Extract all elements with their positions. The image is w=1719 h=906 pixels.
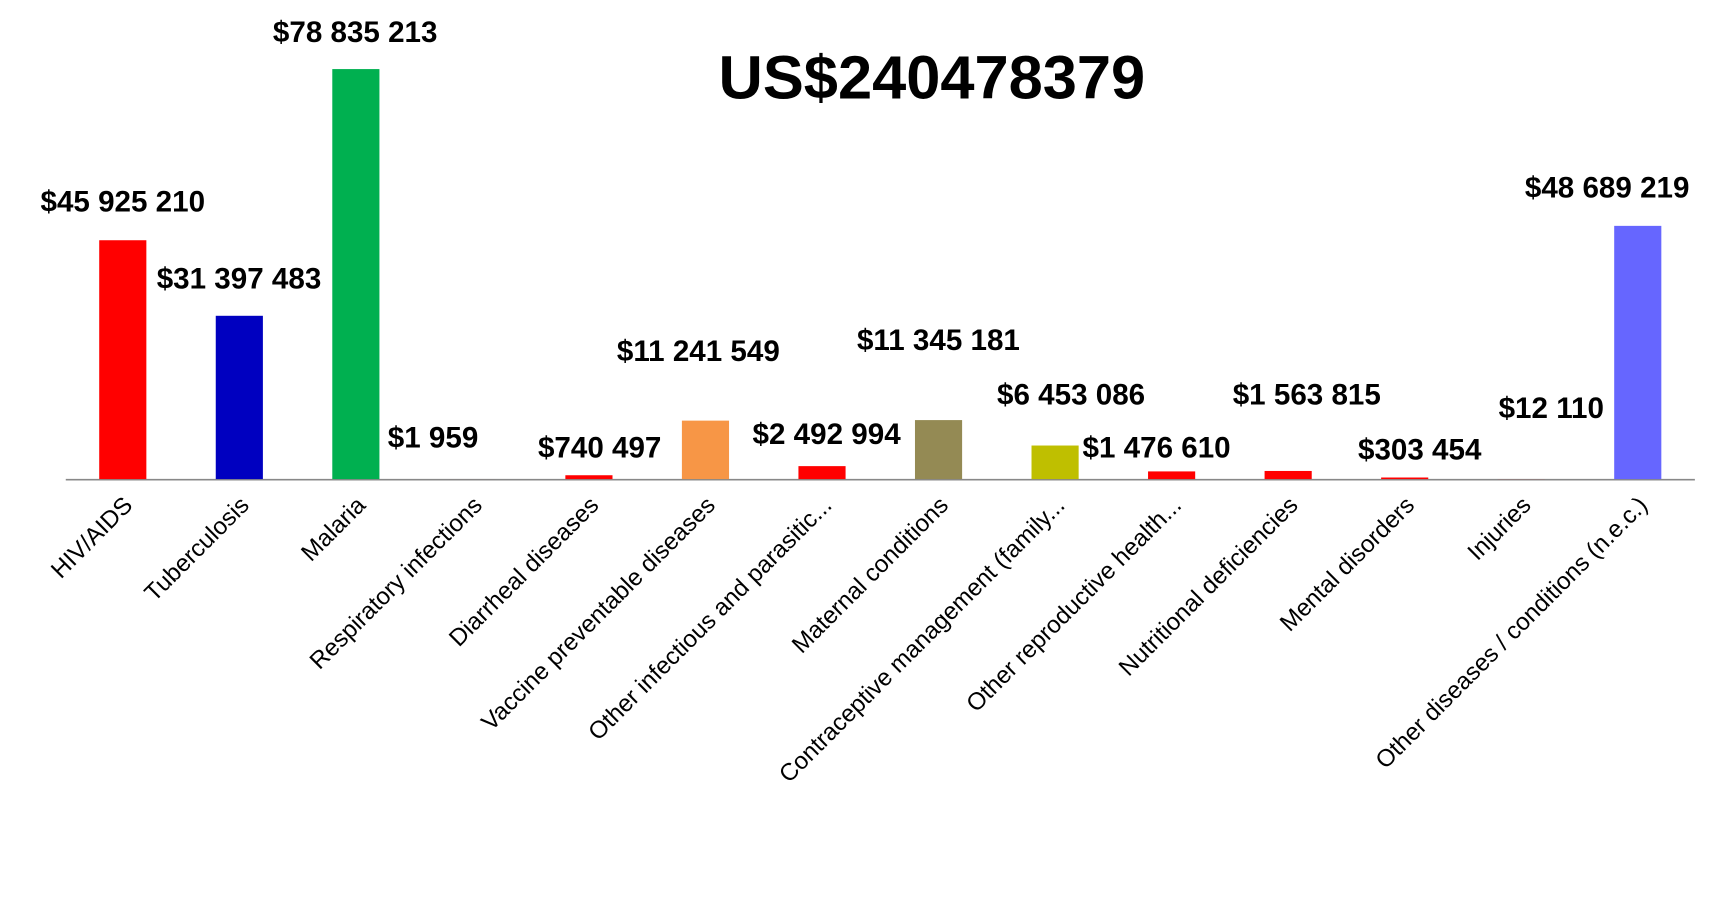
bar [1381, 477, 1429, 480]
bar [565, 475, 613, 480]
bar [332, 69, 380, 480]
value-label: $6 453 086 [997, 379, 1145, 412]
bar [99, 240, 147, 480]
value-label: $740 497 [538, 431, 661, 464]
x-tick-label: HIV/AIDS [46, 492, 138, 584]
bar [798, 466, 846, 480]
x-tick-label: Vaccine preventable diseases [476, 492, 720, 736]
value-label: $78 835 213 [273, 16, 438, 49]
value-label: $1 563 815 [1233, 379, 1381, 412]
bar [1031, 445, 1079, 480]
value-label: $303 454 [1358, 433, 1482, 466]
value-label: $2 492 994 [753, 418, 902, 451]
value-label: $45 925 210 [40, 186, 205, 219]
x-tick-label: Other infectious and parasitic... [583, 492, 837, 746]
value-label: $1 476 610 [1083, 431, 1231, 464]
x-tick-label: Tuberculosis [140, 492, 255, 607]
bar [215, 315, 263, 480]
bar [1614, 225, 1662, 480]
value-label: $1 959 [388, 421, 479, 454]
bar [1148, 471, 1196, 480]
bar [914, 420, 963, 480]
value-label: $11 345 181 [857, 324, 1020, 357]
bar [681, 420, 730, 480]
x-tick-label: Malaria [296, 491, 371, 566]
chart-title: US$240478379 [719, 43, 1146, 112]
x-tick-label: Injuries [1462, 492, 1536, 566]
x-tick-label: Other reproductive health... [961, 492, 1187, 718]
value-label: $11 241 549 [617, 335, 780, 368]
bar [1264, 470, 1312, 480]
value-label: $12 110 [1499, 392, 1604, 425]
value-label: $31 397 483 [157, 262, 322, 295]
value-label: $48 689 219 [1525, 171, 1690, 204]
